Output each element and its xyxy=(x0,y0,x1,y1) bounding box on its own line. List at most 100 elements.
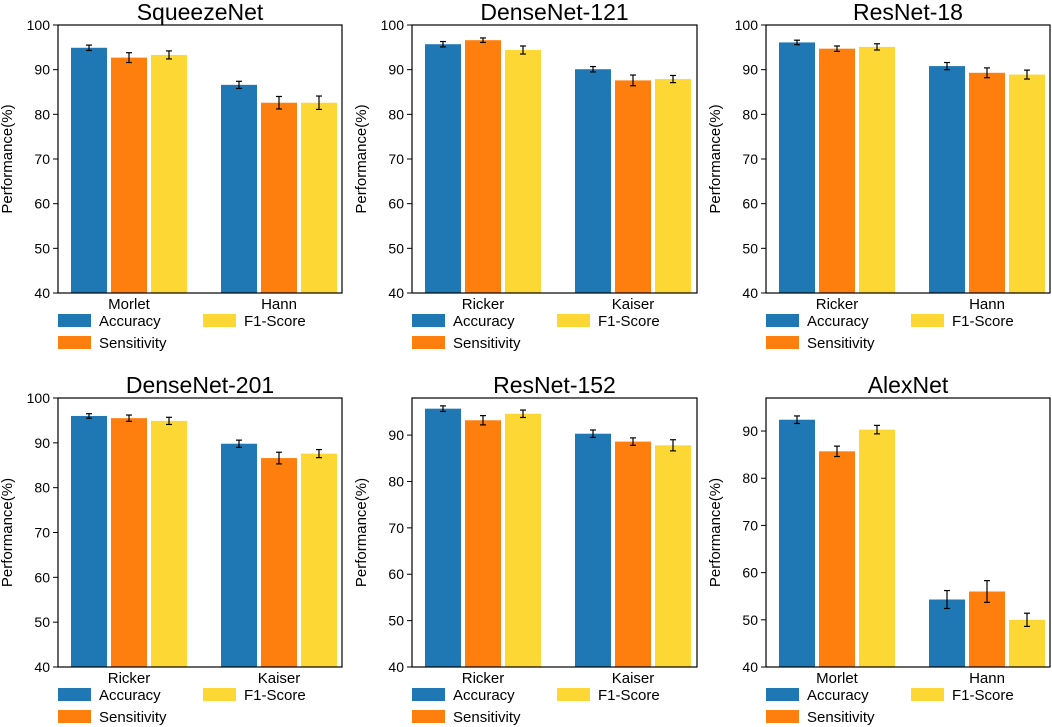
y-axis-label: Performance(%) xyxy=(353,478,370,587)
y-tick-label: 90 xyxy=(388,62,404,78)
x-category-label: Ricker xyxy=(108,670,151,687)
bar-accuracy xyxy=(425,408,461,667)
y-tick-label: 80 xyxy=(34,106,50,122)
plot-frame xyxy=(411,397,698,668)
bar-f1 xyxy=(1009,619,1045,667)
x-category-label: Hann xyxy=(969,670,1005,687)
bar-sensitivity xyxy=(111,57,147,294)
y-tick-label: 100 xyxy=(27,17,51,33)
y-tick-label: 80 xyxy=(742,470,758,486)
legend-label: F1-Score xyxy=(952,313,1014,330)
legend-label: F1-Score xyxy=(952,687,1014,704)
legend-swatch-sensitivity xyxy=(58,710,91,723)
bar-sensitivity xyxy=(261,458,297,667)
bar-accuracy xyxy=(71,47,107,293)
x-category-label: Ricker xyxy=(462,670,505,687)
legend-label: F1-Score xyxy=(598,313,660,330)
legend-label: Accuracy xyxy=(453,313,515,330)
y-tick-label: 70 xyxy=(388,151,404,167)
x-category-label: Hann xyxy=(969,296,1005,313)
y-tick-label: 50 xyxy=(34,240,50,256)
legend-label: F1-Score xyxy=(244,687,306,704)
legend-label: Sensitivity xyxy=(453,709,521,726)
bar-sensitivity xyxy=(465,40,501,293)
legend-swatch-sensitivity xyxy=(766,336,799,349)
legend-label: Accuracy xyxy=(453,687,515,704)
legend-swatch-f1 xyxy=(911,688,944,701)
bar-accuracy xyxy=(71,415,107,667)
chart-panel-6: AlexNet Performance(%) 40 50 60 70 80 90 Morlet H… xyxy=(707,372,1051,726)
bar-accuracy xyxy=(929,66,965,294)
bar-accuracy xyxy=(575,433,611,667)
y-tick-label: 60 xyxy=(742,196,758,212)
legend-swatch-sensitivity xyxy=(412,710,445,723)
y-tick-label: 70 xyxy=(34,151,50,167)
y-tick-label: 50 xyxy=(388,613,404,629)
legend-label: Sensitivity xyxy=(807,335,875,352)
y-tick-label: 40 xyxy=(34,285,50,301)
chart-title: ResNet-152 xyxy=(493,372,616,398)
bar-f1 xyxy=(655,445,691,667)
y-tick-label: 80 xyxy=(388,473,404,489)
y-axis-label: Performance(%) xyxy=(707,104,724,213)
legend-label: Accuracy xyxy=(99,313,161,330)
bar-f1 xyxy=(1009,74,1045,293)
y-tick-label: 70 xyxy=(34,525,50,541)
y-tick-label: 70 xyxy=(388,520,404,536)
y-tick-label: 100 xyxy=(27,390,51,406)
legend-swatch-f1 xyxy=(911,314,944,327)
x-category-label: Kaiser xyxy=(612,296,655,313)
plot-frame xyxy=(411,24,698,294)
y-tick-label: 40 xyxy=(742,285,758,301)
y-tick-label: 50 xyxy=(388,240,404,256)
y-tick-label: 50 xyxy=(742,612,758,628)
bar-f1 xyxy=(505,413,541,667)
legend-swatch-f1 xyxy=(203,314,236,327)
legend-label: Sensitivity xyxy=(99,709,167,726)
y-axis-label: Performance(%) xyxy=(0,104,16,213)
chart-panel-2: DenseNet-121 Performance(%) 40 50 60 70 80 90 10… xyxy=(353,0,698,352)
y-tick-label: 60 xyxy=(388,566,404,582)
chart-panel-1: SqueezeNet Performance(%) 40 50 60 70 80 90 100 M… xyxy=(0,0,343,352)
y-tick-label: 70 xyxy=(742,151,758,167)
bar-accuracy xyxy=(929,599,965,667)
bar-f1 xyxy=(859,429,895,667)
plot-frame xyxy=(57,24,343,294)
y-tick-label: 100 xyxy=(735,17,759,33)
y-tick-label: 40 xyxy=(742,659,758,675)
bar-accuracy xyxy=(779,419,815,667)
y-tick-label: 60 xyxy=(34,196,50,212)
legend-swatch-f1 xyxy=(557,314,590,327)
bar-accuracy xyxy=(779,42,815,293)
legend-swatch-sensitivity xyxy=(766,710,799,723)
bar-f1 xyxy=(655,79,691,294)
chart-title: DenseNet-201 xyxy=(126,372,274,398)
y-tick-label: 40 xyxy=(388,659,404,675)
legend-swatch-accuracy xyxy=(58,314,91,327)
y-tick-label: 70 xyxy=(742,517,758,533)
y-axis-label: Performance(%) xyxy=(707,478,724,587)
y-tick-label: 80 xyxy=(34,480,50,496)
legend-label: Sensitivity xyxy=(99,335,167,352)
y-axis-label: Performance(%) xyxy=(353,104,370,213)
y-tick-label: 90 xyxy=(34,435,50,451)
y-tick-label: 50 xyxy=(34,614,50,630)
plot-frame xyxy=(57,397,343,668)
x-category-label: Morlet xyxy=(816,670,859,687)
y-tick-label: 80 xyxy=(742,106,758,122)
bar-sensitivity xyxy=(969,72,1005,293)
bar-sensitivity xyxy=(615,441,651,667)
plot-frame xyxy=(765,24,1051,294)
bar-f1 xyxy=(151,54,187,293)
bar-f1 xyxy=(151,420,187,667)
chart-title: SqueezeNet xyxy=(137,0,264,25)
chart-title: ResNet-18 xyxy=(853,0,963,25)
legend-swatch-f1 xyxy=(203,688,236,701)
bar-sensitivity xyxy=(615,80,651,294)
chart-panel-3: ResNet-18 Performance(%) 40 50 60 70 80 90 100 Ri… xyxy=(707,0,1051,352)
bar-sensitivity xyxy=(819,48,855,293)
x-category-label: Morlet xyxy=(108,296,151,313)
legend-label: F1-Score xyxy=(244,313,306,330)
bar-f1 xyxy=(301,453,337,667)
